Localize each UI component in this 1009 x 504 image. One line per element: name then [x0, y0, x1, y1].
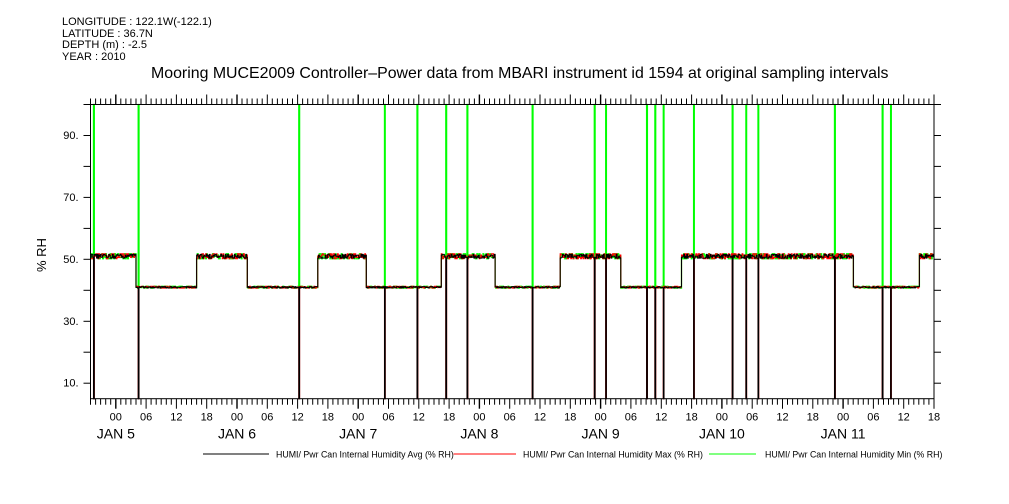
svg-text:HUMI/ Pwr Can Internal Humidit: HUMI/ Pwr Can Internal Humidity Min (% R…: [765, 450, 943, 460]
svg-text:HUMI/ Pwr Can Internal Humidit: HUMI/ Pwr Can Internal Humidity Avg (% R…: [276, 450, 454, 460]
svg-text:HUMI/ Pwr Can Internal Humidit: HUMI/ Pwr Can Internal Humidity Max (% R…: [523, 450, 703, 460]
